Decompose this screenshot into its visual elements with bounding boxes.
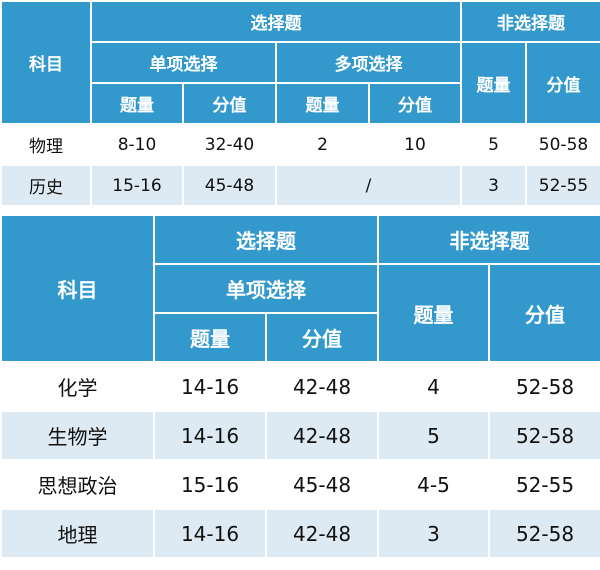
header-single: 单项选择 — [153, 263, 379, 314]
cell: 5 — [377, 410, 490, 461]
cell: 15-16 — [153, 459, 267, 510]
cell: 52-55 — [525, 164, 600, 207]
table-row: 历史 15-16 45-48 / 3 52-55 — [0, 164, 600, 207]
cell: 2 — [275, 123, 370, 166]
subject-cell: 化学 — [0, 361, 155, 412]
cell: 52-58 — [488, 361, 600, 412]
cell: 5 — [460, 123, 527, 166]
header-score: 分值 — [182, 82, 277, 125]
cell: / — [275, 164, 462, 207]
header-subject: 科目 — [0, 214, 155, 363]
header-count: 题量 — [153, 312, 267, 363]
header-nonchoice: 非选择题 — [460, 0, 600, 43]
table-row: 物理 8-10 32-40 2 10 5 50-58 — [0, 123, 600, 166]
subject-cell: 思想政治 — [0, 459, 155, 510]
table-row: 化学 14-16 42-48 4 52-58 — [0, 361, 600, 412]
header-multi: 多项选择 — [275, 41, 462, 84]
table-row: 生物学 14-16 42-48 5 52-58 — [0, 410, 600, 461]
header-score: 分值 — [525, 41, 600, 125]
subject-cell: 历史 — [0, 164, 92, 207]
cell: 3 — [377, 508, 490, 559]
header-score: 分值 — [265, 312, 379, 363]
header-count: 题量 — [275, 82, 370, 125]
cell: 32-40 — [182, 123, 277, 166]
subject-cell: 地理 — [0, 508, 155, 559]
cell: 42-48 — [265, 410, 379, 461]
cell: 14-16 — [153, 508, 267, 559]
subject-cell: 生物学 — [0, 410, 155, 461]
cell: 52-58 — [488, 508, 600, 559]
subject-cell: 物理 — [0, 123, 92, 166]
cell: 50-58 — [525, 123, 600, 166]
header-count: 题量 — [460, 41, 527, 125]
header-choice: 选择题 — [90, 0, 462, 43]
score-table-2: 科目 选择题 非选择题 单项选择 题量 分值 题量 分值 化学 14-16 42… — [0, 214, 600, 559]
cell: 4-5 — [377, 459, 490, 510]
header-single: 单项选择 — [90, 41, 277, 84]
cell: 3 — [460, 164, 527, 207]
header-score: 分值 — [488, 263, 600, 363]
table-row: 地理 14-16 42-48 3 52-58 — [0, 508, 600, 559]
cell: 14-16 — [153, 410, 267, 461]
header-count: 题量 — [90, 82, 184, 125]
cell: 42-48 — [265, 508, 379, 559]
cell: 45-48 — [182, 164, 277, 207]
cell: 8-10 — [90, 123, 184, 166]
header-nonchoice: 非选择题 — [377, 214, 600, 265]
cell: 10 — [368, 123, 462, 166]
cell: 52-58 — [488, 410, 600, 461]
header-count: 题量 — [377, 263, 490, 363]
cell: 4 — [377, 361, 490, 412]
cell: 52-55 — [488, 459, 600, 510]
score-table-1: 科目 选择题 非选择题 单项选择 多项选择 题量 分值 题量 分值 题量 分值 … — [0, 0, 600, 207]
header-subject: 科目 — [0, 0, 92, 125]
cell: 14-16 — [153, 361, 267, 412]
cell: 45-48 — [265, 459, 379, 510]
header-choice: 选择题 — [153, 214, 379, 265]
cell: 15-16 — [90, 164, 184, 207]
header-score: 分值 — [368, 82, 462, 125]
table-row: 思想政治 15-16 45-48 4-5 52-55 — [0, 459, 600, 510]
cell: 42-48 — [265, 361, 379, 412]
